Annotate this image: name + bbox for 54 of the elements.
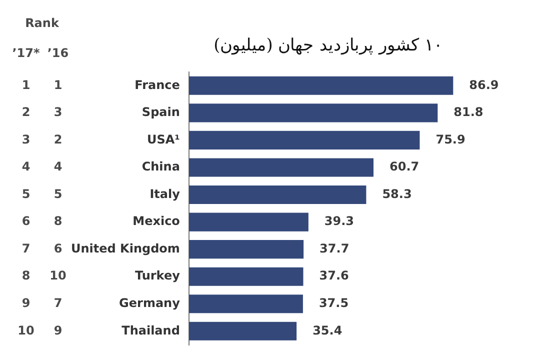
chart-title: ۱۰ کشور پربازدید جهان (میلیون) [214, 35, 442, 56]
text: 5 [22, 186, 30, 201]
text: 4 [54, 160, 62, 174]
y-tick-label: Turkey [134, 268, 180, 283]
data-label: 58.3 [382, 186, 412, 201]
y-tick-label: United Kingdom [70, 241, 180, 256]
y-tick-label: China [142, 160, 180, 174]
text: 2 [22, 105, 30, 120]
text: 1 [54, 78, 62, 92]
data-label: 75.9 [436, 132, 466, 146]
bar [188, 322, 297, 340]
data-label: 37.5 [318, 296, 349, 310]
text: Rank [25, 16, 60, 30]
bar [188, 76, 454, 95]
y-tick-label: Mexico [132, 214, 180, 228]
data-label: 60.7 [390, 160, 420, 174]
bar [188, 185, 366, 204]
y-tick-label: USA¹ [146, 132, 180, 146]
text: 3 [22, 132, 30, 146]
y-tick-label: Spain [142, 105, 180, 120]
text: 5 [54, 186, 62, 201]
text: 10 [18, 323, 34, 338]
data-label: 39.3 [324, 214, 354, 228]
text: 6 [22, 214, 30, 228]
data-label: 86.9 [469, 78, 499, 92]
text: 7 [54, 296, 62, 310]
y-tick-label: France [134, 78, 180, 92]
bar [188, 212, 308, 232]
data-label: 35.4 [312, 323, 342, 338]
bar [188, 158, 374, 177]
bar [188, 294, 303, 314]
bar [188, 104, 438, 122]
text: 1 [22, 78, 30, 92]
text: 2 [54, 132, 62, 146]
y-tick-label: Italy [150, 186, 180, 201]
bar [188, 130, 420, 150]
text: ’17* [12, 46, 40, 60]
bar [188, 240, 304, 259]
data-label: 81.8 [454, 105, 484, 120]
text: 8 [54, 214, 62, 228]
y-tick-label: Germany [119, 296, 180, 310]
text: 9 [22, 296, 30, 310]
text: 6 [54, 241, 62, 256]
data-label: 37.7 [320, 241, 350, 256]
text: 8 [22, 268, 30, 283]
text: ’16 [47, 46, 69, 60]
data-label: 37.6 [319, 268, 349, 283]
bar [188, 267, 304, 286]
text: 4 [22, 160, 30, 174]
y-tick-label: Thailand [122, 323, 180, 338]
text: 9 [54, 323, 62, 338]
text: 3 [54, 105, 62, 120]
text: 10 [50, 268, 66, 283]
text: 7 [22, 241, 30, 256]
